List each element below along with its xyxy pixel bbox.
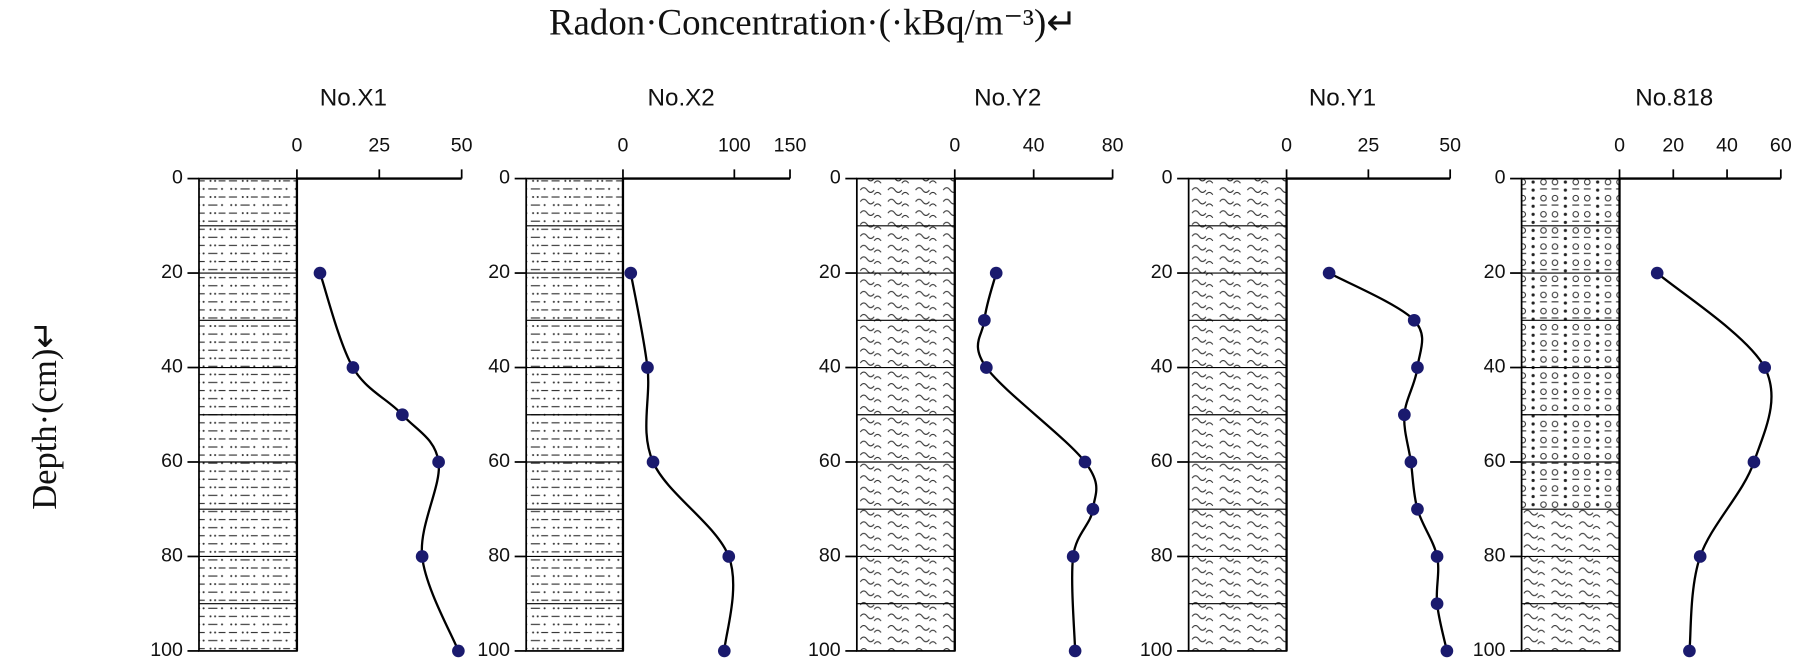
y-tick-label: 80 — [1484, 545, 1506, 567]
y-tick-label: 60 — [161, 450, 183, 472]
data-point — [1430, 550, 1444, 563]
data-point — [1398, 408, 1411, 422]
data-point — [624, 266, 638, 280]
y-tick-label: 100 — [477, 639, 510, 659]
data-point — [1440, 644, 1454, 658]
y-tick-label: 60 — [488, 450, 510, 472]
data-point — [432, 455, 445, 469]
y-tick-label: 60 — [819, 450, 841, 472]
x-tick-label: 0 — [291, 134, 302, 156]
x-tick-label: 0 — [618, 134, 629, 156]
x-tick-label: 25 — [368, 134, 390, 156]
y-tick-label: 100 — [1473, 639, 1506, 659]
x-tick-label: 0 — [1614, 134, 1625, 156]
panel-title: No.Y2 — [974, 84, 1041, 111]
y-tick-label: 0 — [172, 167, 183, 189]
data-point — [313, 266, 327, 280]
y-tick-label: 100 — [808, 639, 841, 659]
data-point — [1411, 502, 1424, 516]
data-point — [646, 455, 660, 469]
chart-title: Radon·Concentration·(·kBq/m⁻³)↵ — [549, 2, 1077, 44]
x-tick-label: 100 — [718, 134, 751, 156]
x-tick-label: 50 — [451, 134, 473, 156]
data-point — [1758, 361, 1772, 374]
y-tick-label: 40 — [1151, 356, 1173, 378]
x-tick-label: 40 — [1716, 134, 1738, 156]
data-point — [641, 361, 654, 374]
profile-line — [318, 272, 460, 652]
data-point — [415, 550, 429, 563]
data-point — [979, 361, 993, 374]
data-point — [717, 644, 731, 658]
y-tick-label: 0 — [499, 167, 510, 189]
y-tick-label: 20 — [161, 261, 183, 283]
y-axis-label: Depth·(cm)↵ — [26, 320, 64, 510]
data-point — [989, 266, 1003, 280]
data-point — [1404, 455, 1418, 469]
y-tick-label: 20 — [819, 261, 841, 283]
y-tick-label: 40 — [161, 356, 183, 378]
data-point — [1078, 455, 1092, 469]
data-point — [1430, 597, 1444, 611]
data-point — [722, 550, 736, 563]
y-tick-label: 0 — [1495, 167, 1506, 189]
y-tick-label: 100 — [150, 639, 183, 659]
data-point — [1747, 455, 1761, 469]
data-point — [1693, 550, 1707, 563]
data-point — [1086, 502, 1100, 516]
y-tick-label: 40 — [1484, 356, 1506, 378]
profile-line — [1328, 272, 1449, 652]
x-tick-label: 40 — [1023, 134, 1045, 156]
x-tick-label: 150 — [774, 134, 807, 156]
data-point — [1407, 313, 1421, 327]
y-tick-label: 0 — [1162, 167, 1173, 189]
y-tick-label: 100 — [1140, 639, 1173, 659]
x-tick-label: 60 — [1770, 134, 1792, 156]
data-point — [1683, 644, 1696, 658]
x-tick-label: 80 — [1102, 134, 1124, 156]
y-tick-label: 80 — [488, 545, 510, 567]
data-point — [1068, 644, 1082, 658]
data-point — [346, 361, 360, 374]
y-tick-label: 20 — [488, 261, 510, 283]
data-point — [1066, 550, 1080, 563]
panel-title: No.818 — [1635, 84, 1713, 111]
data-point — [452, 644, 465, 658]
x-tick-label: 0 — [1281, 134, 1292, 156]
profile-line — [976, 272, 1098, 651]
panel-title: No.Y1 — [1309, 84, 1376, 111]
y-tick-label: 80 — [819, 545, 841, 567]
lithology-column — [1521, 178, 1620, 510]
y-tick-label: 80 — [1151, 545, 1173, 567]
lithology-column — [1521, 509, 1620, 651]
x-tick-label: 25 — [1357, 134, 1379, 156]
y-tick-label: 20 — [1484, 261, 1506, 283]
y-tick-label: 40 — [488, 356, 510, 378]
x-tick-label: 20 — [1662, 134, 1684, 156]
y-tick-label: 60 — [1484, 450, 1506, 472]
data-point — [396, 408, 409, 422]
x-tick-label: 0 — [949, 134, 960, 156]
y-tick-label: 80 — [161, 545, 183, 567]
data-point — [1322, 266, 1336, 280]
y-tick-label: 20 — [1151, 261, 1173, 283]
y-tick-label: 40 — [819, 356, 841, 378]
profile-line — [629, 272, 735, 652]
y-tick-label: 0 — [830, 167, 841, 189]
panel-title: No.X2 — [648, 84, 715, 111]
x-tick-label: 50 — [1439, 134, 1461, 156]
data-point — [1650, 266, 1664, 280]
data-point — [1411, 361, 1424, 374]
panel-title: No.X1 — [320, 84, 387, 111]
y-tick-label: 60 — [1151, 450, 1173, 472]
data-point — [978, 313, 991, 327]
